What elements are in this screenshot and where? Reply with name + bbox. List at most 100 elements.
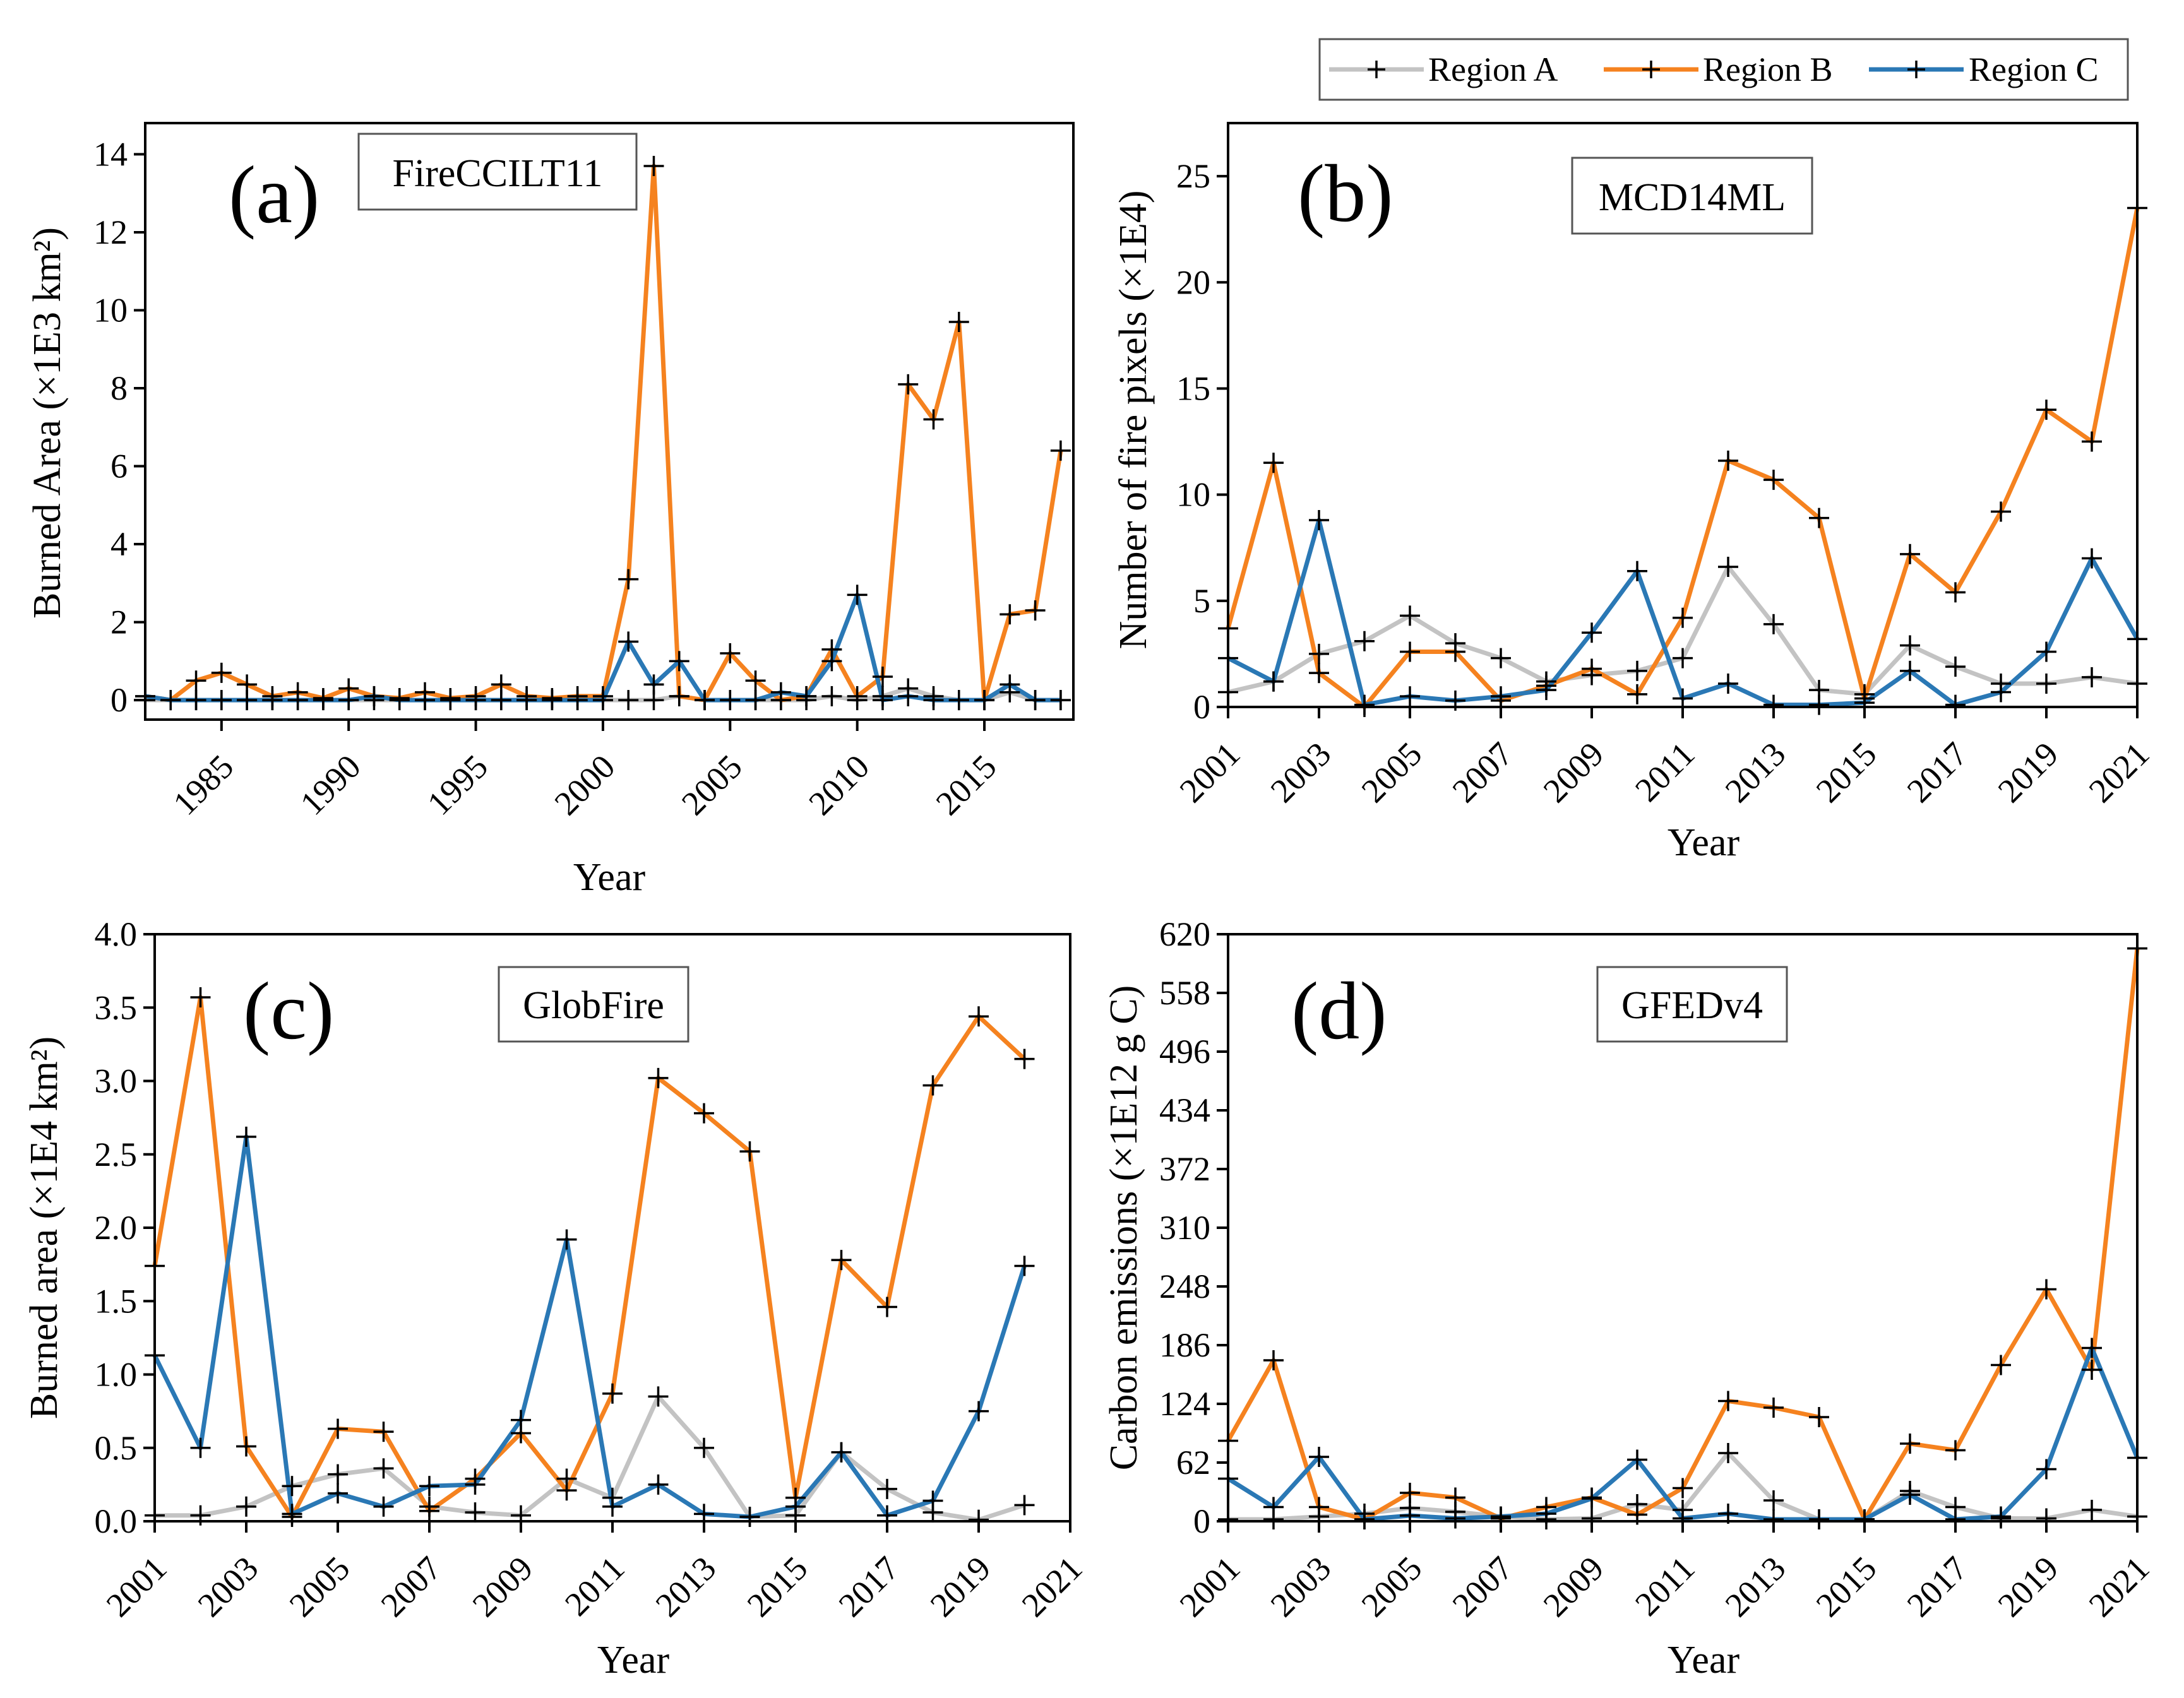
panel-c-marker-region-a: [877, 1478, 897, 1499]
panel-a-marker-region-c: [1050, 690, 1071, 711]
panel-a-marker-region-b: [618, 569, 639, 590]
panel-a-marker-region-b: [1050, 440, 1071, 461]
panel-a-ytick-label: 0: [110, 681, 128, 719]
panel-a-xtick-label: 2015: [929, 747, 1004, 822]
panel-b-xtick-label: 2005: [1354, 735, 1429, 810]
panel-c-marker-region-c: [785, 1496, 806, 1517]
panel-d-marker-region-c: [1582, 1488, 1602, 1509]
panel-d-marker-region-b: [1718, 1391, 1738, 1411]
panel-b-xlabel: Year: [1668, 821, 1740, 864]
panel-b-frame: [1227, 122, 2139, 708]
panel-c-ytick-label: 3.0: [95, 1062, 138, 1100]
panel-a-marker-region-c: [313, 690, 333, 711]
panel-a-marker-region-c: [465, 690, 486, 711]
panel-c-marker-region-c: [419, 1476, 439, 1497]
panel-d-marker-region-a: [2082, 1500, 2102, 1520]
panel-a-marker-region-c: [160, 690, 181, 711]
panel-a-marker-region-c: [186, 690, 206, 711]
legend-item-region-b: Region B: [1604, 50, 1833, 88]
legend-label-region-a: Region A: [1428, 50, 1558, 88]
panel-b-marker-region-a: [1354, 631, 1375, 651]
panel-a-marker-region-c: [948, 690, 969, 711]
panel-b-xtick-label: 2015: [1809, 735, 1884, 810]
panel-a-marker-region-c: [770, 682, 791, 703]
panel-c-xtick-label: 2017: [832, 1549, 907, 1624]
panel-b-xtick-label: 2003: [1263, 735, 1339, 810]
panel-d-marker-region-c: [1991, 1506, 2011, 1527]
panel-a-line-region-b: [145, 163, 1063, 703]
panel-b-marker-region-b: [1673, 607, 1693, 628]
panel-d-marker-region-c: [1809, 1509, 1829, 1529]
panel-a-ytick-label: 6: [110, 448, 128, 485]
panel-c-marker-region-b: [602, 1383, 623, 1404]
panel-b-marker-region-c: [1354, 694, 1375, 715]
panel-b-marker-region-b: [1400, 641, 1420, 662]
panel-d-marker-region-b: [1263, 1350, 1284, 1370]
legend: Region A Region B Region C: [1318, 38, 2129, 101]
panel-a-marker-region-c: [389, 690, 410, 711]
panel-a-marker-region-b: [872, 667, 893, 687]
panel-c-marker-region-c: [373, 1496, 394, 1517]
panel-c-line-region-b: [152, 995, 1026, 1519]
panel-a-marker-region-c: [262, 690, 283, 711]
panel-c-marker-region-a: [648, 1386, 669, 1407]
panel-d-xtick-label: 2015: [1809, 1549, 1884, 1624]
panel-b-marker-region-a: [1900, 635, 1920, 656]
panel-c-marker-region-a: [282, 1476, 302, 1497]
panel-b-series: [1218, 198, 2147, 717]
panel-a-xtick-label: 1995: [420, 747, 495, 822]
panel-a-marker-region-c: [287, 690, 308, 711]
panel-d-dataset-label: GFEDv4: [1621, 984, 1763, 1027]
panel-b-marker-region-b: [2036, 400, 2056, 420]
panel-c-marker-region-b: [1014, 1048, 1035, 1069]
panel-b-marker-region-c: [1582, 622, 1602, 643]
panel-c-marker-region-b: [877, 1297, 897, 1317]
panel-d-marker-region-a: [1763, 1490, 1784, 1511]
panel-c-xtick-label: 2009: [465, 1549, 540, 1624]
panel-b-marker-region-b: [2082, 431, 2102, 452]
panel-a-marker-region-c: [974, 690, 995, 711]
panel-d-marker-region-c: [2082, 1338, 2102, 1358]
panel-a-letter: (a): [229, 150, 319, 240]
panel-a-marker-region-b: [745, 670, 766, 691]
panel-b-marker-region-c: [2082, 548, 2102, 569]
panel-d-ytick-label: 620: [1159, 915, 1210, 953]
panel-d-letter: (d): [1291, 966, 1387, 1057]
panel-b-marker-region-b: [1991, 501, 2011, 522]
panel-a-frame: [144, 122, 1075, 721]
panel-d-marker-region-b: [2082, 1360, 2102, 1380]
panel-d-marker-region-b: [1445, 1487, 1465, 1508]
panel-c-marker-region-b: [328, 1418, 348, 1439]
panel-d-xtick-label: 2001: [1173, 1549, 1248, 1624]
panel-d-marker-region-c: [1900, 1485, 1920, 1505]
panel-c-xtick-label: 2015: [740, 1549, 815, 1624]
panel-a-marker-region-c: [542, 690, 563, 711]
panel-a-ytick-label: 14: [93, 135, 128, 173]
panel-b-marker-region-a: [1627, 660, 1647, 681]
panel-b-marker-region-b: [1627, 684, 1647, 704]
panel-b-marker-region-b: [1763, 470, 1784, 490]
panel-b-marker-region-c: [1945, 694, 1966, 715]
panel-d-marker-region-b: [1400, 1483, 1420, 1503]
panel-c-ylabel: Burned area (×1E4 km²): [23, 1036, 66, 1419]
panel-d-marker-region-c: [1263, 1497, 1284, 1517]
panel-d-marker-region-c: [1309, 1447, 1329, 1467]
panel-c-marker-region-b: [922, 1075, 943, 1096]
panel-c-marker-region-c: [511, 1410, 531, 1430]
panel-b-marker-region-c: [1763, 694, 1784, 715]
panel-d-xtick-label: 2017: [1900, 1549, 1975, 1624]
panel-a-ytick-label: 2: [110, 603, 128, 641]
panel-a-marker-region-c: [1000, 674, 1020, 695]
panel-d-xtick-label: 2013: [1718, 1549, 1793, 1624]
panel-b-xtick-label: 2009: [1536, 735, 1611, 810]
panel-b-marker-region-b: [1809, 508, 1829, 528]
panel-a-marker-region-b: [1025, 600, 1046, 621]
panel-b-marker-region-b: [1718, 450, 1738, 471]
legend-label-region-c: Region C: [1969, 50, 2099, 88]
panel-a-ytick-label: 12: [93, 213, 128, 251]
panel-b-marker-region-c: [1263, 671, 1284, 692]
panel-a-marker-region-a: [618, 690, 639, 711]
panel-c-marker-region-c: [969, 1401, 989, 1422]
panel-d-marker-region-c: [2036, 1459, 2056, 1480]
